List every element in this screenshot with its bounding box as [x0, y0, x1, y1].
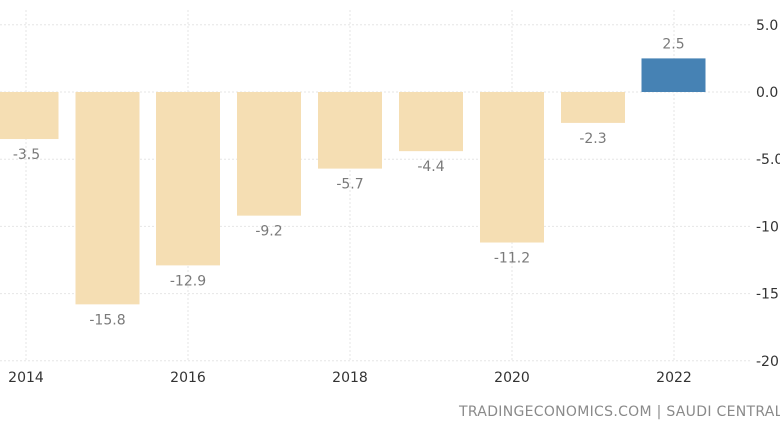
value-label-2013: -3.5 — [13, 147, 40, 163]
value-label-2019: -4.4 — [417, 159, 444, 175]
bar-2016[interactable] — [156, 92, 220, 266]
bar-2020[interactable] — [480, 92, 544, 243]
value-label-2018: -5.7 — [336, 177, 363, 193]
x-tick-label: 2022 — [656, 370, 692, 386]
value-label-2021: -2.3 — [579, 131, 606, 147]
x-tick-label: 2018 — [332, 370, 368, 386]
bar-2018[interactable] — [318, 92, 382, 169]
x-tick-label: 2020 — [494, 370, 530, 386]
bar-2019[interactable] — [399, 92, 463, 152]
bar-chart: -3.5 -15.8 -12.9 -9.2 -5.7 -4.4 -11.2 -2.3 2.5 5… — [0, 10, 780, 386]
bar-2013[interactable] — [0, 92, 59, 140]
bar-2017[interactable] — [237, 92, 301, 216]
y-tick-label: -5.0 — [756, 152, 780, 168]
y-tick-label: 5.0 — [756, 18, 778, 34]
value-label-2016: -12.9 — [170, 273, 206, 289]
bar-2021[interactable] — [561, 92, 625, 123]
y-tick-label: -20 — [756, 354, 779, 370]
bar-2015[interactable] — [75, 92, 140, 305]
value-label-2017: -9.2 — [255, 224, 282, 240]
y-axis-ticks: 5.0 0.0 -5.0 -10 -15 -20 — [756, 18, 780, 370]
y-tick-label: 0.0 — [756, 85, 778, 101]
x-axis-ticks: 2014 2016 2018 2020 2022 — [8, 370, 692, 386]
source-attribution: TRADINGECONOMICS.COM | SAUDI CENTRAL BA — [459, 404, 780, 420]
value-label-2022: 2.5 — [662, 36, 684, 52]
value-label-2020: -11.2 — [494, 251, 530, 267]
x-tick-label: 2016 — [170, 370, 206, 386]
bars — [0, 58, 706, 305]
bar-2022[interactable] — [641, 58, 706, 92]
y-tick-label: -10 — [756, 219, 779, 235]
value-label-2015: -15.8 — [89, 312, 125, 328]
x-tick-label: 2014 — [8, 370, 44, 386]
y-tick-label: -15 — [756, 287, 779, 303]
value-labels: -3.5 -15.8 -12.9 -9.2 -5.7 -4.4 -11.2 -2.3 2.5 — [13, 36, 685, 328]
